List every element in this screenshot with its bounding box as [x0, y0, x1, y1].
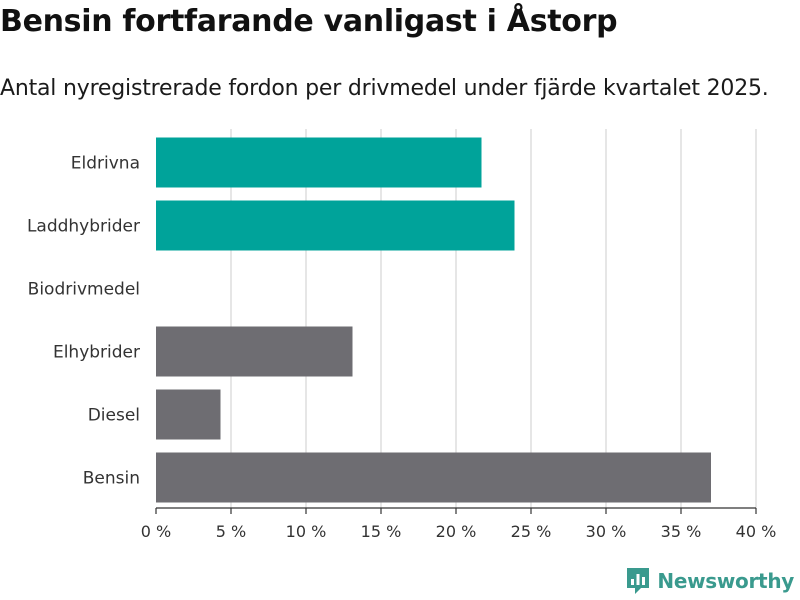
x-tick-label: 0 % — [141, 522, 171, 541]
category-labels: Eldrivna Laddhybrider Biodrivmedel Elhybrid… — [27, 154, 140, 489]
bar-eldrivna — [156, 137, 482, 188]
bar-laddhybrider — [156, 200, 515, 251]
logo-text: Newsworthy — [657, 569, 794, 593]
newsworthy-logo: Newsworthy — [625, 566, 794, 596]
bar-chart-speech-bubble-icon — [627, 568, 650, 594]
grid-lines — [230, 129, 757, 508]
bar-diesel — [156, 389, 221, 440]
x-axis: 0 % 5 % 10 % 15 % 20 % 25 % 30 % 35 % 40 % — [141, 507, 777, 541]
category-label: Bensin — [83, 469, 140, 489]
x-tick-label: 15 % — [361, 522, 402, 541]
category-label: Elhybrider — [53, 343, 140, 363]
x-tick-label: 10 % — [286, 522, 327, 541]
chart-title: Bensin fortfarande vanligast i Åstorp — [0, 4, 618, 39]
x-tick-label: 40 % — [736, 522, 777, 541]
category-label: Diesel — [88, 406, 140, 426]
x-tick-label: 35 % — [661, 522, 702, 541]
category-label: Laddhybrider — [27, 217, 140, 237]
x-tick-label: 5 % — [216, 522, 246, 541]
chart-subtitle: Antal nyregistrerade fordon per drivmede… — [0, 76, 769, 101]
x-tick-label: 30 % — [586, 522, 627, 541]
category-label: Biodrivmedel — [28, 280, 140, 300]
bar-bensin — [156, 452, 711, 503]
category-label: Eldrivna — [71, 154, 140, 174]
bar-elhybrider — [156, 326, 353, 377]
bars — [156, 137, 711, 503]
x-tick-label: 25 % — [511, 522, 552, 541]
x-tick-label: 20 % — [436, 522, 477, 541]
